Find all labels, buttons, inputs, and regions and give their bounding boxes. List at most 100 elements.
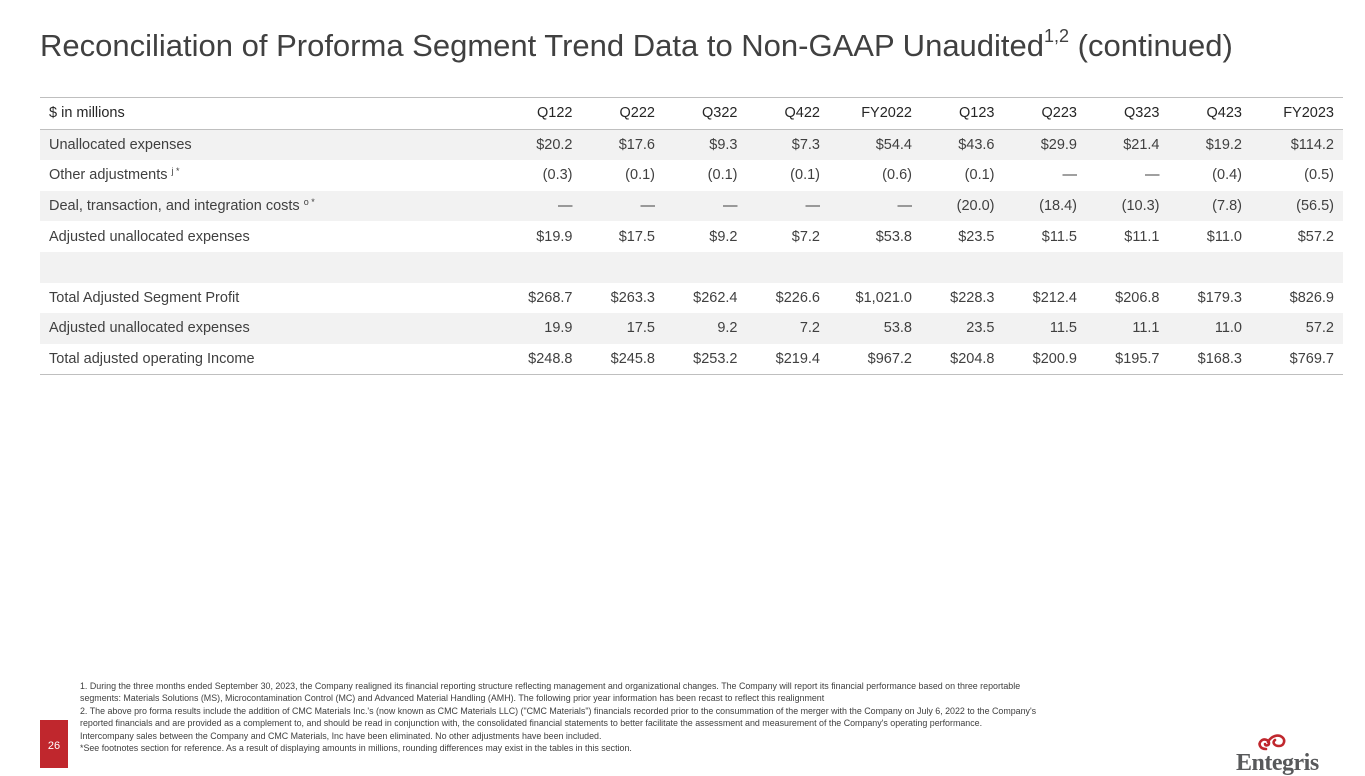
page-title-suffix: (continued): [1069, 28, 1233, 63]
table-cell: $43.6: [921, 129, 1004, 161]
footnotes: 1. During the three months ended Septemb…: [80, 680, 1200, 754]
table-cell: (56.5): [1251, 190, 1343, 222]
table-cell: 23.5: [921, 313, 1004, 344]
table-cell: [921, 251, 1004, 283]
table-cell: $11.1: [1124, 228, 1160, 245]
row-label: Total Adjusted Segment Profit: [40, 283, 499, 314]
table-cell: [746, 251, 829, 283]
column-header: Q223: [1003, 97, 1086, 130]
table-cell: $7.2: [791, 228, 820, 245]
table-cell: $11.5: [1041, 228, 1077, 245]
table-spacer-row: [40, 251, 1343, 283]
column-header: Q323: [1086, 97, 1169, 130]
table-row: Deal, transaction, and integration costs…: [40, 190, 1343, 222]
table-cell: (0.1): [964, 167, 995, 184]
row-label: Unallocated expenses: [40, 129, 499, 161]
footnote-line: *See footnotes section for reference. As…: [80, 743, 632, 754]
page-title-superscript: 1,2: [1044, 26, 1070, 46]
row-label: [40, 251, 499, 283]
table-cell: [1086, 251, 1169, 283]
table-cell: —: [746, 190, 829, 222]
table-cell: $769.7: [1251, 343, 1343, 376]
table-cell: $212.4: [1032, 289, 1077, 306]
table-header-row: $ in millions Q122 Q222 Q322 Q422 FY2022…: [40, 97, 1343, 130]
table-cell: $21.4: [1086, 129, 1169, 161]
table-cell: $226.6: [775, 289, 820, 306]
table-cell: $1,021.0: [855, 289, 912, 306]
row-label: Other adjustments j *: [40, 160, 499, 191]
row-label-text: Unallocated expenses: [49, 136, 192, 153]
row-label: Adjusted unallocated expenses: [40, 313, 499, 344]
table-cell: $219.4: [746, 343, 829, 376]
reconciliation-table: $ in millions Q122 Q222 Q322 Q422 FY2022…: [40, 97, 1343, 376]
table-cell: (0.1): [625, 167, 655, 184]
footnote-line: segments: Materials Solutions (MS), Micr…: [80, 693, 825, 704]
column-header: Q422: [746, 97, 829, 130]
table-cell: $17.5: [618, 228, 655, 245]
table-cell: $204.8: [921, 343, 1004, 376]
column-header: Q123: [921, 97, 1004, 130]
table-cell: $248.8: [499, 343, 582, 376]
table-cell: [1251, 251, 1343, 283]
table-row: Unallocated expenses $20.2 $17.6 $9.3 $7.3 $5…: [40, 129, 1343, 161]
row-label: Total adjusted operating Income: [40, 343, 499, 376]
row-label-text: Total adjusted operating Income: [49, 351, 255, 368]
table-cell: [829, 251, 921, 283]
table-cell: $7.3: [746, 129, 829, 161]
table-cell: [664, 251, 747, 283]
table-cell: 53.8: [829, 313, 921, 344]
table-cell: 57.2: [1251, 313, 1343, 344]
footnote-line: Intercompany sales between the Company a…: [80, 730, 602, 741]
table-cell: (0.1): [790, 167, 820, 184]
table-cell: [499, 251, 582, 283]
table-cell: (7.8): [1168, 190, 1251, 222]
column-header: FY2023: [1251, 97, 1343, 130]
row-label-text: Deal, transaction, and integration costs: [49, 198, 300, 215]
table-cell: [581, 251, 664, 283]
footnote-line: 1. During the three months ended Septemb…: [80, 681, 1021, 691]
table-cell: 11.1: [1086, 313, 1169, 344]
table-cell: $29.9: [1003, 129, 1086, 161]
table-cell: $11.0: [1206, 228, 1242, 245]
table-cell: $168.3: [1168, 343, 1251, 376]
table-row: Total adjusted operating Income $248.8 $24…: [40, 343, 1343, 376]
table-cell: $179.3: [1197, 289, 1242, 306]
table-cell: (0.3): [542, 167, 573, 184]
row-label-text: Adjusted unallocated expenses: [49, 320, 250, 337]
entegris-logo-mark-icon: [1258, 734, 1286, 751]
table-cell: $9.2: [709, 228, 738, 245]
footnote-line: reported financials and are provided as …: [80, 718, 983, 729]
table-cell: $195.7: [1086, 343, 1169, 376]
page-title-text: Reconciliation of Proforma Segment Trend…: [40, 28, 1045, 63]
table-cell: —: [1062, 167, 1078, 184]
table-row: Adjusted unallocated expenses 19.9 17.5 9.2…: [40, 313, 1343, 344]
row-label-text: Adjusted unallocated expenses: [49, 228, 250, 245]
table-cell: $826.9: [1289, 289, 1334, 306]
table-cell: $262.4: [693, 289, 738, 306]
table-cell: (0.4): [1212, 167, 1242, 184]
table-cell: $245.8: [581, 343, 664, 376]
table-cell: $23.5: [958, 228, 995, 245]
table-cell: (18.4): [1003, 190, 1086, 222]
table-cell: [1003, 251, 1086, 283]
footnote-marker: j *: [171, 166, 180, 177]
table-row: Adjusted unallocated expenses $19.9 $17.5 $…: [40, 221, 1343, 252]
table-row: Other adjustments j * (0.3) (0.1) (0.1) (0.1…: [40, 160, 1343, 191]
table-cell: —: [829, 190, 921, 222]
table-cell: $53.8: [875, 228, 912, 245]
table-cell: 17.5: [581, 313, 664, 344]
table-cell: $200.9: [1003, 343, 1086, 376]
table-cell: (20.0): [921, 190, 1004, 222]
table-cell: $20.2: [499, 129, 582, 161]
table-cell: [1168, 251, 1251, 283]
table-cell: —: [664, 190, 747, 222]
table-cell: 9.2: [664, 313, 747, 344]
table-cell: $9.3: [664, 129, 747, 161]
table-cell: —: [581, 190, 664, 222]
row-label-text: Other adjustments: [49, 167, 168, 184]
footnote-marker: o *: [303, 197, 315, 208]
table-cell: 19.9: [499, 313, 582, 344]
entegris-logo-text: Entegris: [1236, 750, 1319, 776]
table-cell: $19.9: [536, 228, 573, 245]
footnote-line: 2. The above pro forma results include t…: [80, 705, 1037, 716]
